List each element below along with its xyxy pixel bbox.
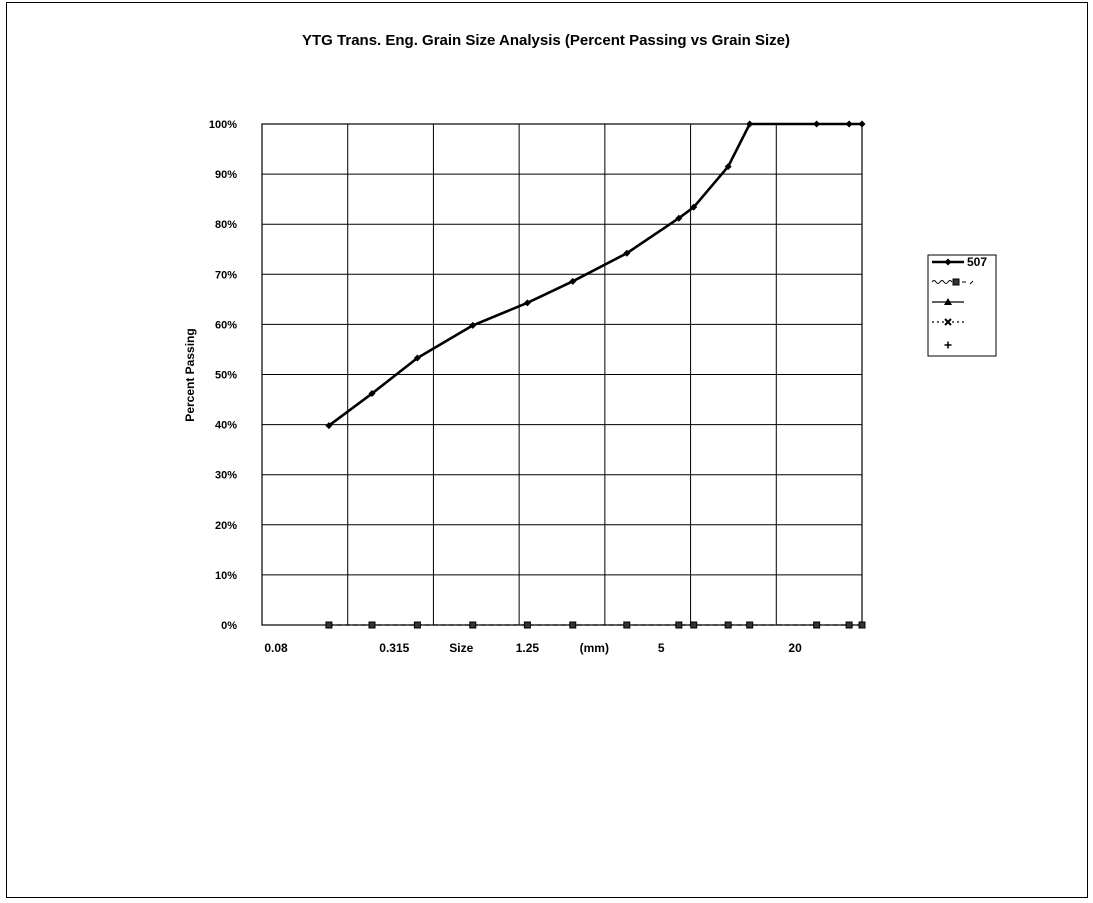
series-507-point (845, 120, 853, 128)
series-2-point (813, 621, 821, 629)
series-507-point (469, 321, 477, 329)
y-tick-label: 100% (209, 119, 237, 131)
x-tick-label: 20 (788, 641, 802, 655)
x-axis-unit: (mm) (580, 641, 609, 655)
y-tick-label: 0% (221, 620, 237, 632)
legend-label-507: 507 (967, 255, 987, 269)
series-2-point (413, 621, 421, 629)
legend (927, 254, 997, 357)
series-507-point (675, 214, 683, 222)
series-507-point (724, 163, 732, 171)
series-2-point (368, 621, 376, 629)
y-tick-label: 60% (215, 319, 237, 331)
x-tick-label: 1.25 (516, 641, 540, 655)
y-tick-label: 50% (215, 370, 237, 382)
series-2-point (623, 621, 631, 629)
series-2-point (469, 621, 477, 629)
series-507-point (623, 249, 631, 257)
x-tick-label: 0.08 (264, 641, 288, 655)
x-tick-label: 5 (658, 641, 665, 655)
series-507-point (523, 299, 531, 307)
series-2-point (845, 621, 853, 629)
series-2-point (325, 621, 333, 629)
legend-marker-507 (944, 258, 952, 266)
series-2-point (690, 621, 698, 629)
chart-title: YTG Trans. Eng. Grain Size Analysis (Per… (302, 32, 790, 49)
y-tick-label: 40% (215, 420, 237, 432)
y-tick-label: 70% (215, 269, 237, 281)
legend-line-2 (931, 280, 953, 284)
legend-marker-3 (944, 298, 952, 305)
series-507-point (690, 203, 698, 211)
series-507-point (746, 120, 754, 128)
series-2-point (675, 621, 683, 629)
y-tick-label: 10% (215, 570, 237, 582)
y-tick-label: 20% (215, 520, 237, 532)
series-507-line (328, 122, 862, 427)
y-tick-label: 30% (215, 470, 237, 482)
series-507-point (413, 354, 421, 362)
y-axis-label: Percent Passing (183, 328, 197, 421)
legend-marker-2 (952, 278, 960, 286)
x-tick-label: 0.315 (379, 641, 409, 655)
chart-frame (6, 2, 1088, 898)
series-2-point (746, 621, 754, 629)
series-2-point (523, 621, 531, 629)
series-507-point (368, 390, 376, 398)
x-axis-label: Size (449, 641, 473, 655)
legend-marker-5 (944, 341, 952, 349)
y-tick-label: 90% (215, 169, 237, 181)
legend-dash-2 (962, 280, 974, 285)
y-tick-label: 80% (215, 219, 237, 231)
legend-marker-4 (944, 318, 952, 326)
series-507-point (325, 422, 333, 430)
series-507-point (569, 277, 577, 285)
series-507-point (858, 120, 866, 128)
series-2-point (724, 621, 732, 629)
series-2-point (569, 621, 577, 629)
series-507-point (813, 120, 821, 128)
series-2-point (858, 621, 866, 629)
